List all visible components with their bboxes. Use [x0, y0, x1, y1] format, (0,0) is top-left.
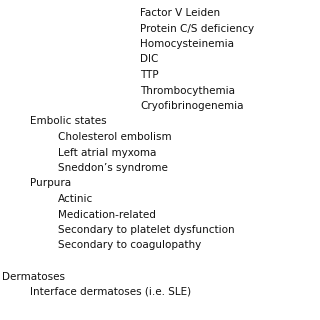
Text: Cholesterol embolism: Cholesterol embolism — [58, 132, 172, 142]
Text: Cryofibrinogenemia: Cryofibrinogenemia — [140, 101, 244, 111]
Text: DIC: DIC — [140, 54, 158, 65]
Text: Protein C/S deficiency: Protein C/S deficiency — [140, 23, 254, 34]
Text: Purpura: Purpura — [30, 179, 71, 188]
Text: Factor V Leiden: Factor V Leiden — [140, 8, 220, 18]
Text: Interface dermatoses (i.e. SLE): Interface dermatoses (i.e. SLE) — [30, 287, 191, 297]
Text: Homocysteinemia: Homocysteinemia — [140, 39, 234, 49]
Text: Actinic: Actinic — [58, 194, 93, 204]
Text: TTP: TTP — [140, 70, 159, 80]
Text: Thrombocythemia: Thrombocythemia — [140, 85, 235, 95]
Text: Embolic states: Embolic states — [30, 116, 107, 126]
Text: Left atrial myxoma: Left atrial myxoma — [58, 148, 156, 157]
Text: Sneddon’s syndrome: Sneddon’s syndrome — [58, 163, 168, 173]
Text: Secondary to coagulopathy: Secondary to coagulopathy — [58, 241, 201, 251]
Text: Dermatoses: Dermatoses — [2, 271, 65, 282]
Text: Medication-related: Medication-related — [58, 210, 156, 220]
Text: Secondary to platelet dysfunction: Secondary to platelet dysfunction — [58, 225, 235, 235]
